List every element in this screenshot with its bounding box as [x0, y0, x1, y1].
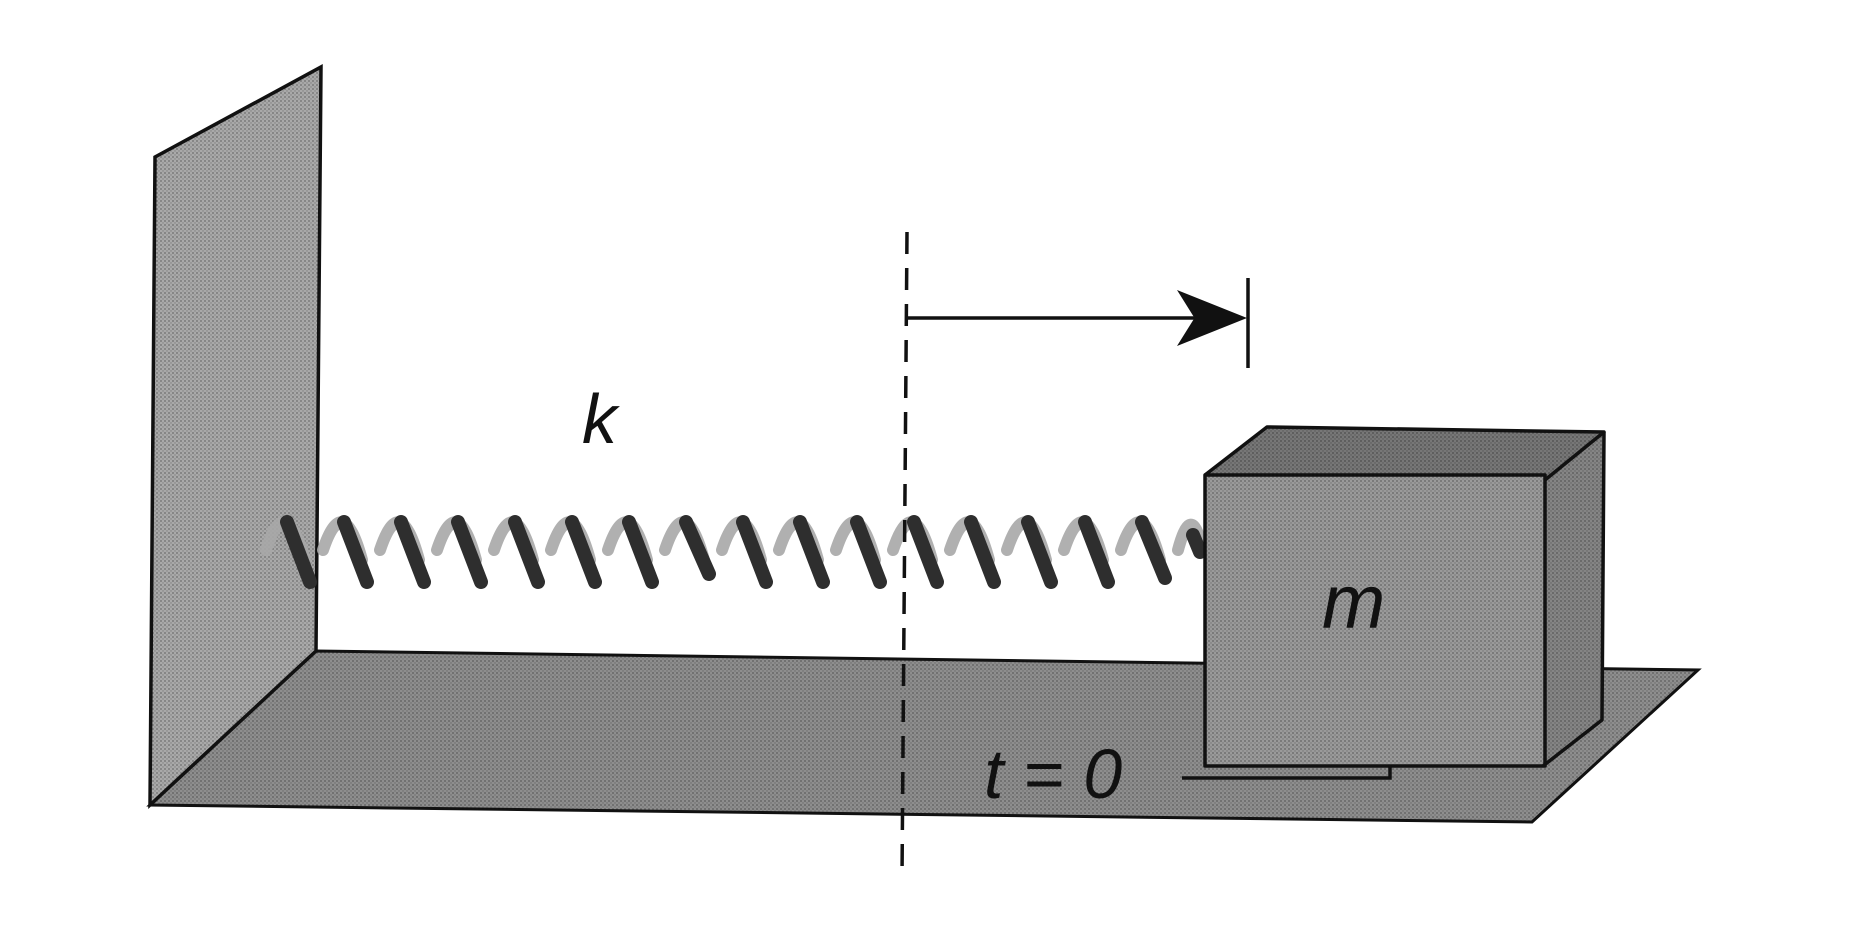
- wall: [148, 64, 323, 810]
- spring-constant-label: k: [582, 380, 620, 458]
- mass-block: [1203, 425, 1606, 768]
- spring: [260, 515, 1207, 589]
- mass-label: m: [1322, 560, 1385, 645]
- displacement-arrow: [907, 278, 1250, 368]
- time-marker-label: t = 0: [984, 735, 1122, 813]
- spring-coil-front: [280, 515, 1207, 589]
- time-marker-line: [1182, 765, 1392, 780]
